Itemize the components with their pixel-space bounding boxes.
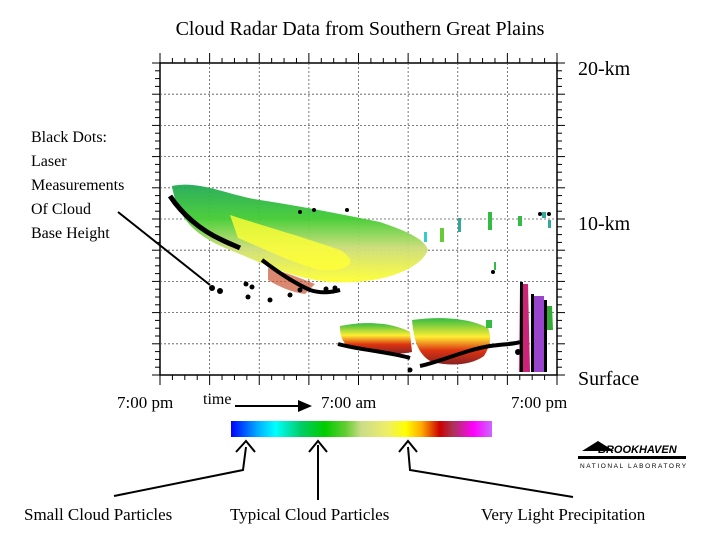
color-scale-bar bbox=[231, 421, 492, 437]
lower-cloud-left bbox=[340, 323, 412, 354]
time-arrow-head bbox=[298, 400, 312, 412]
annotation-line: Of Cloud bbox=[31, 201, 91, 218]
precip-column-2 bbox=[533, 296, 546, 372]
y-label-20km: 20-km bbox=[578, 58, 631, 80]
annotation-line: Laser bbox=[31, 153, 67, 170]
caption-small-particles: Small Cloud Particles bbox=[24, 505, 173, 524]
svg-text:NATIONAL LABORATORY: NATIONAL LABORATORY bbox=[580, 463, 686, 470]
y-label-10km: 10-km bbox=[578, 213, 631, 235]
pointer-light-precipitation bbox=[407, 446, 574, 498]
x-tick-label: 7:00 pm bbox=[117, 393, 174, 412]
svg-text:BROOKHAVEN: BROOKHAVEN bbox=[598, 444, 678, 456]
x-tick-label: 7:00 pm bbox=[511, 393, 568, 412]
axis-ticks bbox=[152, 53, 565, 385]
y-label-surface: Surface bbox=[578, 368, 640, 390]
caption-light-precipitation: Very Light Precipitation bbox=[481, 505, 646, 524]
upper-cloud-layer bbox=[172, 184, 428, 283]
annotation-line: Black Dots: bbox=[31, 129, 107, 146]
annotation-arrow bbox=[117, 211, 211, 286]
scattered-echoes bbox=[424, 212, 551, 328]
laser-cloud-base-dots bbox=[167, 194, 551, 373]
lower-cloud-right bbox=[412, 318, 491, 365]
upper-cloud-core bbox=[230, 215, 351, 271]
brookhaven-logo: BROOKHAVEN NATIONAL LABORATORY bbox=[578, 441, 686, 470]
pointer-small-particles bbox=[113, 446, 247, 497]
annotation-line: Measurements bbox=[31, 177, 125, 194]
chart-title: Cloud Radar Data from Southern Great Pla… bbox=[175, 18, 545, 40]
caption-typical-particles: Typical Cloud Particles bbox=[230, 505, 390, 524]
time-axis-label: time bbox=[203, 391, 232, 408]
laser-annotation: Black Dots: Laser Measurements Of Cloud … bbox=[31, 126, 124, 246]
precip-column-3 bbox=[546, 306, 553, 330]
annotation-line: Base Height bbox=[31, 225, 110, 242]
x-tick-label: 7:00 am bbox=[321, 393, 377, 412]
